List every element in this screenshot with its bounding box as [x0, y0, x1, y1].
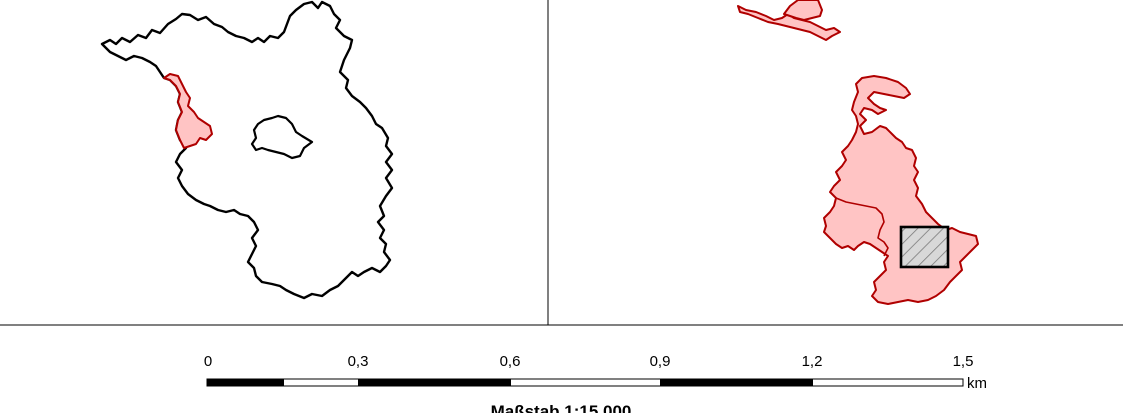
scale-bar-outline	[206, 378, 964, 387]
overview-map	[100, 0, 394, 300]
scale-seg-1	[207, 379, 284, 386]
scale-tick-label: 0,9	[650, 353, 671, 370]
scale-seg-3	[358, 379, 511, 386]
scale-tick-label: 1,5	[953, 353, 974, 370]
scale-title: Maßstab 1:15.000	[491, 402, 632, 413]
scale-tick-label: 0	[204, 353, 212, 370]
berlin-outline	[250, 114, 314, 160]
highlighted-district-overview	[163, 73, 213, 149]
hatched-extent-box	[899, 225, 950, 269]
district-detail	[823, 75, 979, 305]
scale-tick-label: 1,2	[802, 353, 823, 370]
scale-seg-5	[660, 379, 813, 386]
state-outline	[100, 0, 394, 300]
district-fragment-top	[737, 5, 841, 41]
scale-bar: 0 0,3 0,6 0,9 1,2 1,5 km Maßstab 1:15.00…	[204, 353, 987, 413]
district-fragment-top-blob	[783, 0, 823, 21]
detail-map	[737, 0, 979, 305]
scale-tick-label: 0,3	[348, 353, 369, 370]
scale-tick-label: 0,6	[500, 353, 521, 370]
district-inner-boundary	[835, 197, 889, 257]
scale-unit-label: km	[967, 375, 987, 392]
